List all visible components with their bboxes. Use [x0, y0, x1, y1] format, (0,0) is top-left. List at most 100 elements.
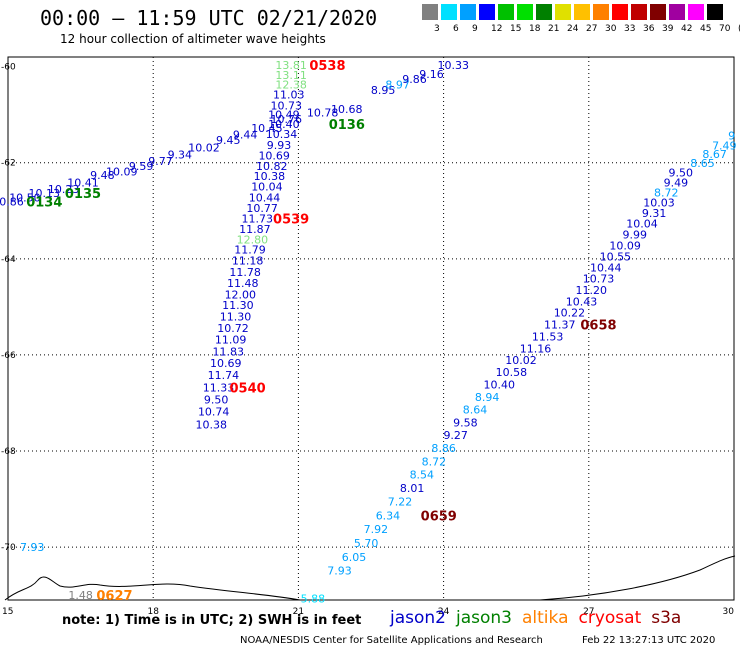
satellite-s3a: s3a [651, 608, 682, 628]
swh-value: 10.22 [554, 307, 586, 320]
swh-value: 10.68 [331, 103, 363, 116]
pass-time-label: 0538 [309, 59, 345, 74]
swh-value: 9.45 [216, 134, 241, 147]
swh-value: 5.88 [301, 593, 326, 606]
track-d: 7.93 1.48 [20, 541, 93, 602]
map-frame [7, 56, 735, 601]
swh-value: 12.00 [225, 288, 257, 301]
swh-value: 9.27 [443, 429, 468, 442]
swh-points: 10.8610.5010.1310.2310.419.4810.099.599.… [0, 59, 737, 605]
swh-value: 9.58 [453, 417, 478, 430]
swh-value: 10.04 [626, 218, 658, 231]
swh-value: 8.94 [475, 391, 500, 404]
scale-swatch [669, 4, 685, 20]
swh-value: 13.11 [275, 69, 307, 82]
swh-value: 10.38 [196, 419, 228, 432]
x-tick-label: 30 [723, 607, 735, 617]
scale-swatch [650, 4, 666, 20]
swh-value: 10.73 [271, 100, 303, 113]
swh-value: 10.69 [258, 150, 290, 163]
swh-value: 9.93 [267, 139, 292, 152]
scale-swatch [441, 4, 457, 20]
scale-swatch [498, 4, 514, 20]
swh-value: 10.09 [609, 239, 641, 252]
pass-time-label: 0135 [65, 187, 101, 202]
swh-value: 11.16 [520, 343, 552, 356]
scale-label: 3 [434, 24, 440, 34]
swh-value: 10.43 [566, 296, 598, 309]
swh-value: 10.03 [643, 197, 675, 210]
satellite-jason3: jason3 [456, 608, 512, 628]
scale-label: 24 [567, 24, 579, 34]
swh-value: 12.80 [237, 234, 269, 247]
swh-value: 8.86 [431, 442, 456, 455]
swh-value: 8.01 [400, 482, 425, 495]
swh-value: 10.02 [188, 141, 220, 154]
swh-value: 10.40 [268, 118, 300, 131]
satellite-altika: altika [522, 608, 569, 628]
swh-value: 11.37 [544, 319, 576, 332]
scale-swatch [688, 4, 704, 20]
satellite-cryosat: cryosat [578, 608, 642, 628]
swh-value: 10.72 [217, 322, 249, 335]
swh-value: 10.49 [268, 109, 300, 122]
swh-value: 11.48 [227, 277, 259, 290]
swh-value: 10.23 [48, 183, 80, 196]
swh-value: 10.82 [256, 160, 288, 173]
swh-value: 10.55 [600, 250, 632, 263]
scale-label: 9 [472, 24, 478, 34]
swh-value: 9.49 [664, 176, 689, 189]
swh-value: 8.54 [410, 469, 435, 482]
scale-label: 27 [586, 24, 598, 34]
swh-value: 7.92 [364, 523, 389, 536]
swh-value: 8.72 [654, 187, 679, 200]
swh-value: 11.83 [212, 346, 244, 359]
swh-value: 10.33 [438, 59, 470, 72]
swh-value: 10.50 [9, 191, 41, 204]
scale-label: 6 [453, 24, 459, 34]
pass-time-label: 0658 [580, 319, 616, 334]
swh-value: 13.81 [275, 59, 307, 72]
swh-value: 11.30 [222, 299, 254, 312]
swh-value: 10.44 [249, 191, 281, 204]
swh-value: 10.13 [29, 187, 61, 200]
page-title: 00:00 – 11:59 UTC 02/21/2020 [40, 6, 378, 30]
scale-swatch [612, 4, 628, 20]
swh-value: 11.03 [273, 88, 305, 101]
scale-label: 36 [643, 24, 655, 34]
scale-swatch [536, 4, 552, 20]
scale-label: 21 [548, 24, 560, 34]
scale-swatch [555, 4, 571, 20]
swh-value: 11.09 [215, 334, 247, 347]
scale-label: 15 [510, 24, 522, 34]
swh-value: 9.34 [168, 149, 193, 162]
swh-value: 10.45 [251, 122, 283, 135]
x-tick-label: 18 [147, 607, 159, 617]
satellite-jason2: jason2 [390, 608, 446, 628]
swh-value: 11.87 [239, 223, 271, 236]
swh-value: 8.65 [690, 157, 715, 170]
scale-swatch [593, 4, 609, 20]
x-tick-label: 24 [438, 607, 450, 617]
scale-label: 45 [700, 24, 712, 34]
scale-label: 42 [681, 24, 693, 34]
swh-value: 11.53 [532, 331, 564, 344]
pass-time-label: 0134 [26, 196, 62, 211]
swh-value: 10.02 [505, 354, 537, 367]
swh-value: 11.73 [242, 212, 274, 225]
scale-label: (ft) [738, 24, 740, 34]
swh-value: 10.73 [583, 273, 615, 286]
swh-value: 9.50 [204, 394, 229, 407]
scale-swatch [479, 4, 495, 20]
swh-value: 11.78 [229, 266, 261, 279]
swh-value: 8.72 [422, 456, 447, 469]
swh-value: 8.67 [702, 148, 727, 161]
swh-value: 7.49 [712, 139, 737, 152]
track-a: 10.8610.5010.1310.2310.419.4810.099.599.… [0, 59, 469, 208]
coastline-east [539, 555, 736, 601]
scale-label: 30 [605, 24, 617, 34]
scale-label: 12 [491, 24, 503, 34]
swh-value: 9.31 [642, 207, 667, 220]
